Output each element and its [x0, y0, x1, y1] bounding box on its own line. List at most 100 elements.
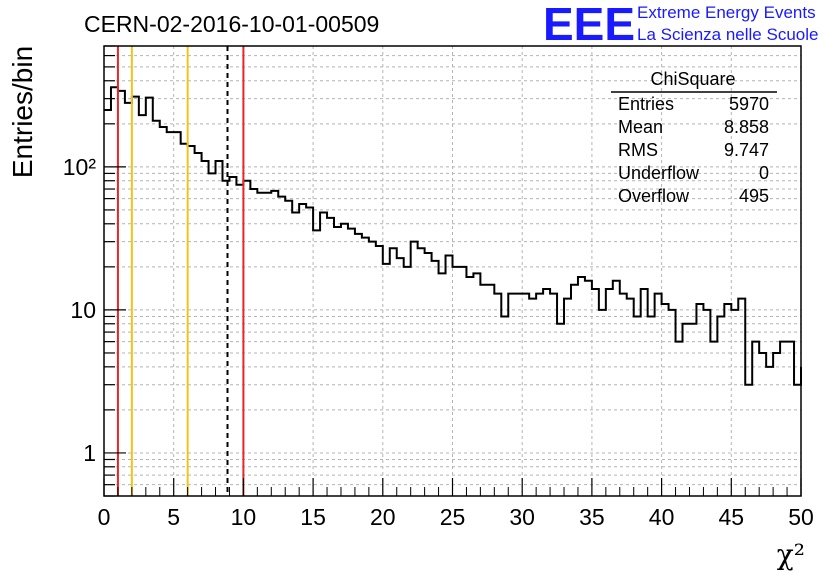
x-tick-label: 45	[719, 504, 745, 530]
x-tick-label: 15	[300, 504, 326, 530]
axis-ticks: 0 5 10 15 20 25 30 35 40 45 50 1 10 10²	[63, 45, 814, 530]
histogram-bin	[599, 310, 606, 496]
eee-logo-letters: EEE	[543, 0, 635, 50]
histogram-bin	[202, 161, 209, 496]
y-tick-label: 10	[70, 297, 96, 323]
stats-box: ChiSquare Entries 5970 Mean 8.858 RMS 9.…	[611, 69, 777, 206]
histogram-bin	[250, 189, 257, 496]
x-tick-label: 30	[509, 504, 535, 530]
histogram-bin	[229, 177, 236, 496]
x-tick-label: 10	[231, 504, 257, 530]
histogram-bin	[745, 385, 752, 496]
x-axis-label: χ²	[777, 538, 805, 571]
histogram-bin	[369, 242, 376, 496]
histogram-bin	[696, 304, 703, 496]
histogram-bin	[669, 310, 676, 496]
histogram-bin	[676, 342, 683, 496]
run-title: CERN-02-2016-10-01-00509	[84, 11, 379, 37]
histogram-bin	[243, 181, 250, 496]
histogram-bin	[487, 285, 494, 496]
histogram-series	[104, 86, 802, 496]
histogram-bin	[766, 367, 773, 496]
histogram-bin	[543, 289, 550, 496]
stats-label-underflow: Underflow	[618, 163, 700, 183]
histogram-bin	[425, 253, 432, 496]
histogram-bin	[641, 289, 648, 496]
histogram-bin	[508, 294, 515, 496]
x-tick-label: 0	[98, 504, 111, 530]
histogram-outline	[104, 86, 802, 386]
stats-value-overflow: 495	[739, 186, 769, 206]
histogram-bin	[522, 294, 529, 496]
x-tick-label: 20	[370, 504, 396, 530]
histogram-bin	[780, 342, 787, 496]
histogram-bin	[118, 91, 125, 496]
histogram-bin	[404, 267, 411, 496]
stats-value-rms: 9.747	[724, 140, 769, 160]
histogram-bin	[724, 304, 731, 496]
histogram-bin	[620, 294, 627, 496]
x-tick-label: 50	[788, 504, 814, 530]
histogram-bin	[494, 294, 501, 496]
histogram-bin	[139, 115, 146, 496]
histogram-bin	[466, 277, 473, 496]
histogram-bin	[571, 285, 578, 496]
y-axis-label: Entries/bin	[7, 46, 38, 178]
histogram-bin	[627, 299, 634, 496]
histogram-bin	[167, 132, 174, 496]
histogram-bin	[299, 204, 306, 496]
eee-logo: EEE Extreme Energy Events La Scienza nel…	[543, 0, 818, 50]
histogram-bin	[459, 267, 466, 496]
histogram-bin	[564, 299, 571, 496]
histogram-bin	[111, 87, 118, 496]
histogram-bin	[383, 264, 390, 496]
histogram-bin	[501, 316, 508, 496]
histogram-bin	[236, 185, 243, 496]
histogram-bin	[592, 289, 599, 496]
histogram-bin	[439, 273, 446, 496]
histogram-bin	[585, 281, 592, 496]
stats-label-mean: Mean	[618, 117, 663, 137]
histogram-bin	[731, 310, 738, 496]
histogram-bin	[376, 246, 383, 496]
x-tick-label: 5	[167, 504, 180, 530]
histogram-bin	[550, 294, 557, 496]
y-tick-label: 10²	[63, 154, 97, 180]
x-tick-label: 25	[440, 504, 466, 530]
histogram-bin	[390, 248, 397, 496]
histogram-bin	[257, 193, 264, 496]
histogram-bin	[432, 261, 439, 496]
histogram-bin	[717, 316, 724, 496]
histogram-bin	[271, 191, 278, 496]
y-tick-label: 1	[83, 440, 96, 466]
histogram-bin	[278, 197, 285, 496]
histogram-bin	[689, 324, 696, 496]
stats-label-overflow: Overflow	[618, 186, 690, 206]
eee-logo-line1: Extreme Energy Events	[637, 3, 816, 22]
histogram-bin	[306, 207, 313, 496]
histogram-bin	[181, 144, 188, 496]
histogram-bin	[536, 294, 543, 496]
histogram-bin	[362, 238, 369, 496]
x-tick-label: 40	[649, 504, 675, 530]
histogram-bin	[348, 229, 355, 496]
histogram-bin	[529, 299, 536, 496]
histogram-bin	[146, 98, 153, 496]
threshold-lines	[116, 46, 245, 496]
histogram-bin	[787, 342, 794, 496]
histogram-bin	[320, 212, 327, 496]
histogram-bin	[195, 153, 202, 496]
histogram-bin	[174, 132, 181, 496]
stats-value-mean: 8.858	[724, 117, 769, 137]
histogram-bin	[132, 97, 139, 496]
histogram-bin	[655, 294, 662, 496]
histogram-bin	[634, 316, 641, 496]
histogram-bin	[473, 273, 480, 496]
histogram-bin	[209, 173, 216, 496]
histogram-bin	[606, 289, 613, 496]
stats-title: ChiSquare	[650, 69, 735, 89]
histogram-bin	[104, 110, 111, 496]
histogram-bin	[153, 121, 160, 496]
histogram-bin	[327, 218, 334, 496]
